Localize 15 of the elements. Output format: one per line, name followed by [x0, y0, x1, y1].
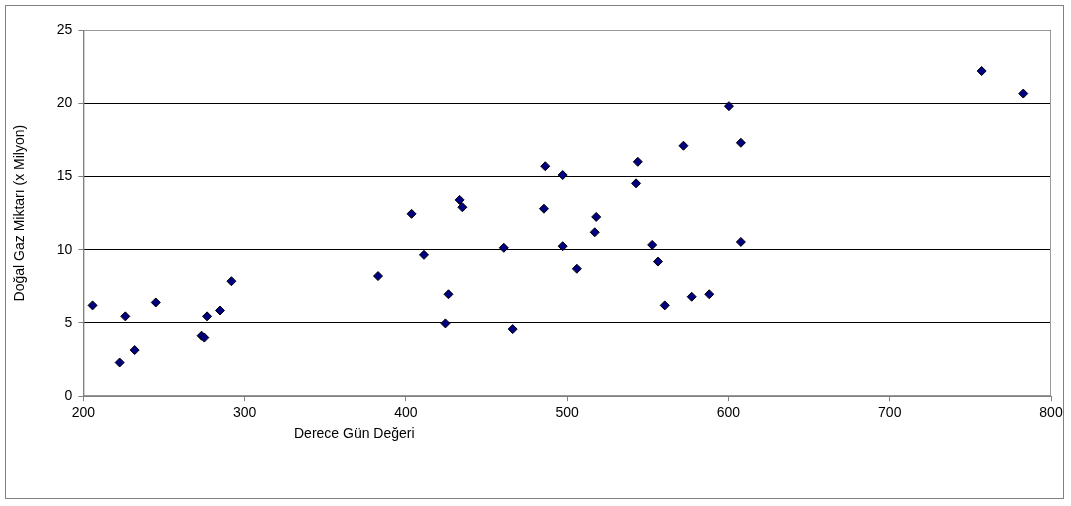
y-tick-label: 10	[56, 240, 73, 257]
x-tick-label: 800	[1039, 404, 1063, 421]
x-axis-title: Derece Gün Değeri	[294, 425, 415, 442]
y-tick-label: 5	[64, 313, 73, 330]
y-axis-title: Doğal Gaz Miktarı (x Milyon)	[11, 124, 28, 302]
y-tick-label: 25	[56, 20, 73, 37]
y-tick-label: 0	[64, 387, 73, 404]
x-tick-label: 400	[394, 404, 418, 421]
x-tick-label: 700	[878, 404, 902, 421]
x-tick-label: 300	[232, 404, 257, 421]
x-tick-label: 600	[716, 404, 741, 421]
x-tick-label: 200	[71, 404, 96, 421]
y-tick-label: 20	[56, 94, 73, 111]
y-tick-label: 15	[56, 167, 73, 184]
x-tick-label: 500	[555, 404, 580, 421]
